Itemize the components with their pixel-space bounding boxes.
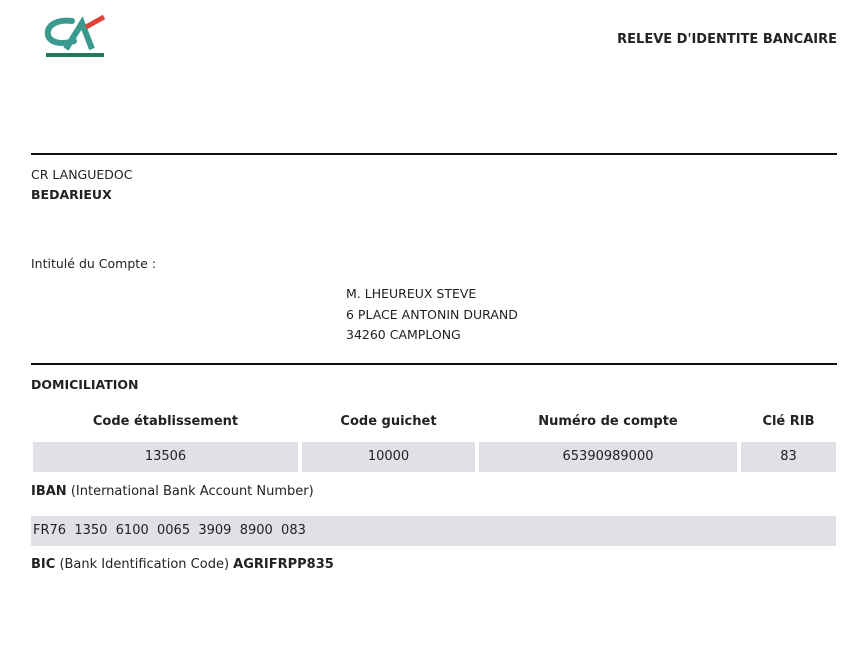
bic-label: BIC [31,557,56,572]
holder-street: 6 PLACE ANTONIN DURAND [346,306,518,322]
col-header-code-guichet: Code guichet [340,414,437,429]
bic-desc: (Bank Identification Code) [59,557,230,572]
bank-branch: BEDARIEUX [31,187,112,202]
code-etablissement-value: 13506 [33,442,298,472]
bank-region: CR LANGUEDOC [31,167,133,182]
document-title: RELEVE D'IDENTITE BANCAIRE [617,32,837,47]
iban-label: IBAN (International Bank Account Number) [31,484,314,499]
bic-value: AGRIFRPP835 [233,557,334,572]
divider [31,363,837,365]
iban-label-bold: IBAN [31,484,67,499]
credit-agricole-logo [44,15,106,57]
code-guichet-value: 10000 [302,442,475,472]
iban-desc: (International Bank Account Number) [70,484,314,499]
account-label: Intitulé du Compte : [31,256,157,271]
iban-value: FR76 1350 6100 0065 3909 8900 083 [31,516,836,546]
col-header-numero-compte: Numéro de compte [538,414,678,429]
holder-name: M. LHEUREUX STEVE [346,286,477,301]
domiciliation-title: DOMICILIATION [31,377,139,392]
numero-compte-value: 65390989000 [479,442,737,472]
divider [31,153,837,155]
col-header-code-etablissement: Code établissement [92,414,239,429]
holder-city: 34260 CAMPLONG [346,327,461,342]
account-holder: M. LHEUREUX STEVE 6 PLACE ANTONIN DURAND… [346,284,518,346]
bic-line: BIC (Bank Identification Code) AGRIFRPP8… [31,557,334,572]
cle-rib-value: 83 [741,442,836,472]
col-header-cle-rib: Clé RIB [762,414,815,429]
